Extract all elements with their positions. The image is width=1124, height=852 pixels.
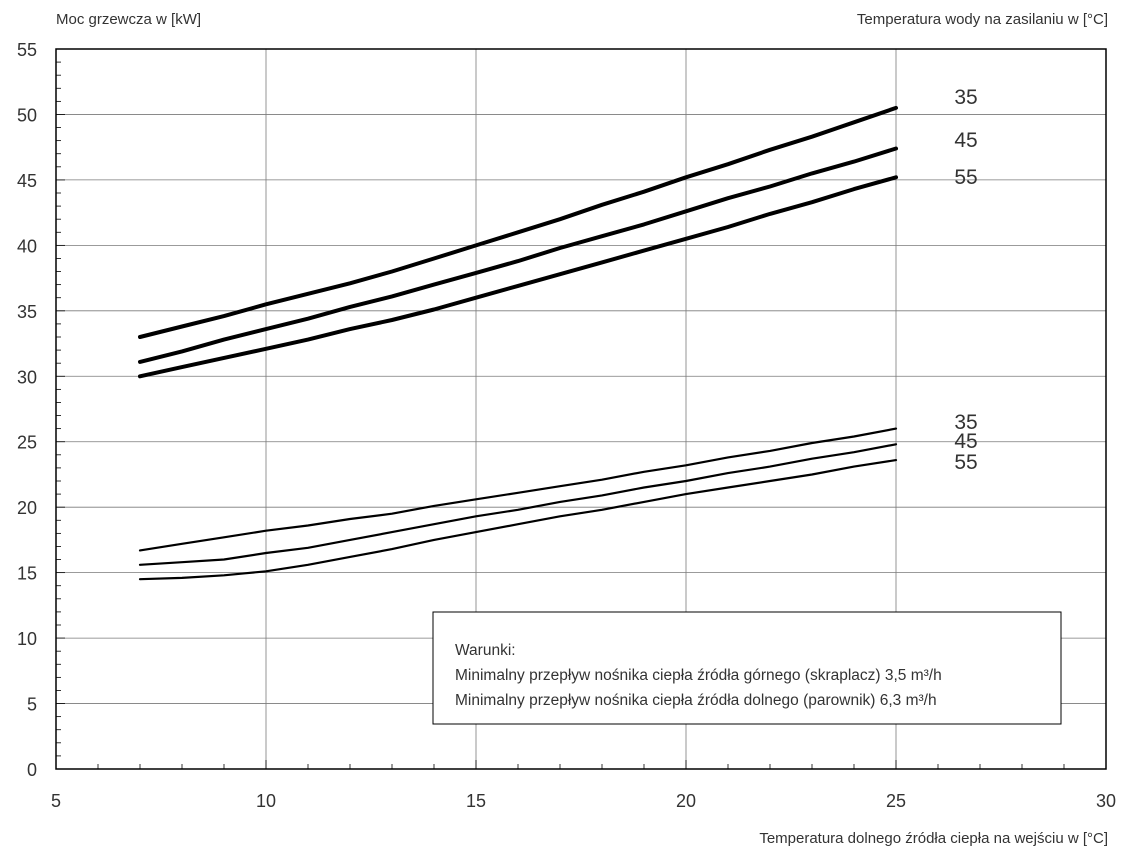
x-axis-title: Temperatura dolnego źródła ciepła na wej… — [759, 830, 1108, 847]
plot-frame — [55, 48, 1107, 770]
y-tick-label: 50 — [17, 105, 37, 125]
y-tick-label: 10 — [17, 629, 37, 649]
x-tick-label: 10 — [256, 791, 276, 811]
conditions-title: Warunki: — [455, 642, 516, 659]
y-tick-label: 55 — [17, 40, 37, 60]
conditions-line-1: Minimalny przepływ nośnika ciepła źródła… — [455, 667, 942, 684]
conditions-line-2: Minimalny przepływ nośnika ciepła źródła… — [455, 692, 937, 709]
y-tick-label: 20 — [17, 498, 37, 518]
y-tick-label: 40 — [17, 236, 37, 256]
y-tick-label: 45 — [17, 171, 37, 191]
y-tick-label: 0 — [27, 760, 37, 780]
conditions-box: Warunki: Minimalny przepływ nośnika ciep… — [432, 611, 1062, 725]
y-tick-label: 5 — [27, 695, 37, 715]
series-lines — [138, 105, 898, 581]
x-tick-label: 5 — [51, 791, 61, 811]
y-tick-label: 25 — [17, 433, 37, 453]
legend-title: Temperatura wody na zasilaniu w [°C] — [857, 11, 1108, 28]
series-line-lower-55 — [138, 459, 898, 581]
y-tick-label: 35 — [17, 302, 37, 322]
series-label-lower-35: 35 — [954, 411, 977, 434]
x-tick-label: 30 — [1096, 791, 1116, 811]
series-label-upper-55: 55 — [954, 166, 977, 189]
x-tick-label: 15 — [466, 791, 486, 811]
series-line-upper-35 — [138, 105, 898, 339]
series-label-upper-45: 45 — [954, 129, 977, 152]
y-tick-label: 30 — [17, 367, 37, 387]
series-line-lower-45 — [138, 443, 898, 566]
y-tick-label: 15 — [17, 564, 37, 584]
minor-ticks — [55, 48, 1107, 770]
series-line-upper-55 — [138, 175, 898, 379]
series-label-upper-35: 35 — [954, 86, 977, 109]
series-label-lower-45: 45 — [954, 430, 977, 453]
series-label-lower-55: 55 — [954, 451, 977, 474]
y-axis-title: Moc grzewcza w [kW] — [56, 11, 201, 28]
series-line-lower-35 — [138, 427, 898, 552]
series-line-upper-45 — [138, 146, 898, 364]
x-tick-label: 20 — [676, 791, 696, 811]
x-tick-label: 25 — [886, 791, 906, 811]
